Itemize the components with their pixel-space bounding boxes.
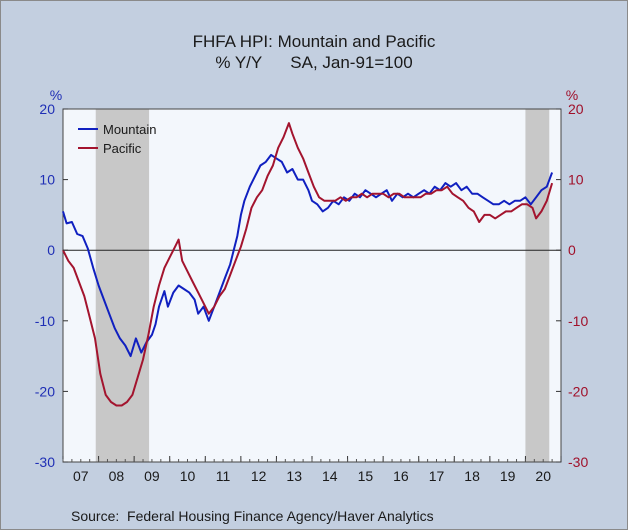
x-tick-label: 12: [251, 468, 267, 484]
x-tick-label: 13: [286, 468, 302, 484]
y-tick-label-left: 0: [47, 242, 55, 258]
chart-subtitle: % Y/Y SA, Jan-91=100: [215, 53, 413, 72]
legend-label-pacific: Pacific: [103, 141, 142, 156]
x-tick-label: 18: [464, 468, 480, 484]
x-tick-label: 09: [144, 468, 160, 484]
legend-label-mountain: Mountain: [103, 122, 156, 137]
x-axis: 07 08 09 10 11 12 13 14 15 16 17 18 19 20: [62, 456, 562, 484]
x-tick-label: 10: [180, 468, 196, 484]
series-line-pacific: [62, 122, 554, 407]
y-tick-label-right: 10: [568, 172, 584, 188]
x-tick-label: 17: [429, 468, 445, 484]
y-tick-label-right: 0: [568, 242, 576, 258]
x-tick-label: 08: [109, 468, 125, 484]
legend: Mountain Pacific: [78, 122, 156, 156]
source-note: Source: Federal Housing Finance Agency/H…: [71, 508, 434, 524]
y-tick-label-right: -20: [568, 383, 588, 399]
series-lines: [62, 122, 554, 407]
chart-title: FHFA HPI: Mountain and Pacific: [192, 32, 436, 51]
y-axis-unit-right: %: [566, 87, 578, 103]
y-tick-label-left: 20: [39, 101, 55, 117]
x-tick-label: 20: [535, 468, 551, 484]
recession-shading: [95, 109, 550, 462]
y-tick-label-left: -30: [35, 454, 55, 470]
x-tick-label: 16: [393, 468, 409, 484]
recession-band: [95, 109, 150, 462]
y-axis-left: -30 -20 -10 0 10 20%: [35, 87, 68, 470]
y-tick-label-left: 10: [39, 172, 55, 188]
x-tick-label: 07: [73, 468, 89, 484]
x-tick-label: 19: [500, 468, 516, 484]
y-tick-label-right: 20: [568, 101, 584, 117]
y-axis-right: -30 -20 -10 0 10 20%: [556, 87, 588, 470]
y-tick-label-right: -10: [568, 313, 588, 329]
y-axis-unit-left: %: [50, 87, 62, 103]
x-tick-label: 14: [322, 468, 338, 484]
y-tick-label-left: -20: [35, 383, 55, 399]
y-tick-label-left: -10: [35, 313, 55, 329]
recession-band: [525, 109, 550, 462]
x-tick-label: 11: [216, 468, 231, 484]
x-tick-label: 15: [358, 468, 374, 484]
y-tick-label-right: -30: [568, 454, 588, 470]
